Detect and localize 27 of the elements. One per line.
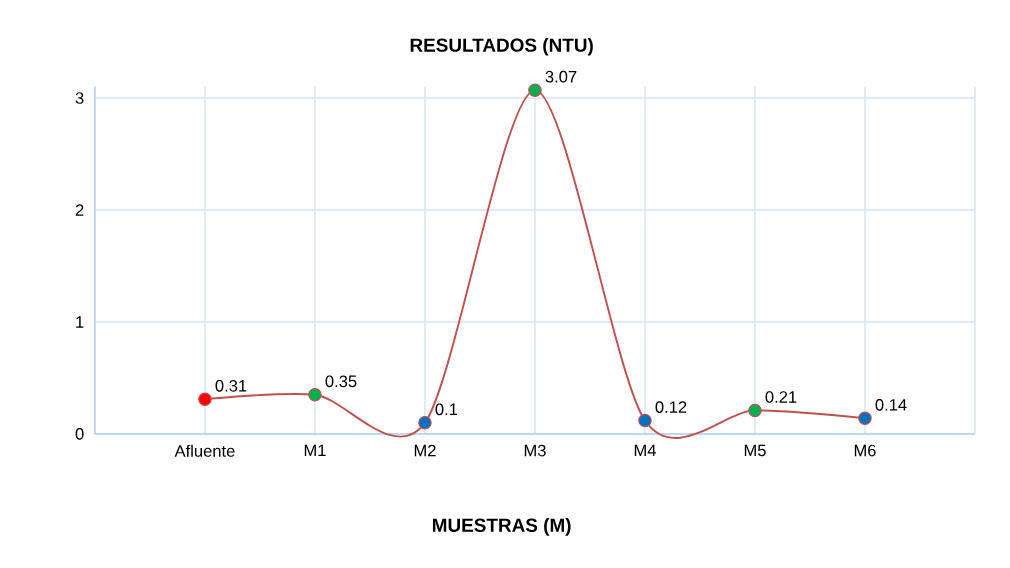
point: [308, 388, 322, 402]
data-label: 0.14: [875, 399, 907, 411]
y-tick-label: 2: [75, 204, 84, 216]
y-tick-label: 0: [75, 428, 84, 440]
x-tick-label: M6: [854, 444, 876, 457]
data-label: 0.1: [435, 403, 458, 416]
x-tick-label: M4: [634, 444, 656, 457]
data-label: 3.07: [545, 70, 577, 83]
x-tick-label: M2: [414, 444, 436, 457]
point: [858, 411, 872, 426]
point: [528, 83, 542, 97]
x-tick-label: M5: [744, 444, 766, 457]
x-tick-label: M3: [524, 444, 546, 457]
point: [198, 392, 212, 406]
x-axis-title: MUESTRAS (M): [432, 518, 571, 536]
y-tick-label: 1: [76, 316, 84, 328]
point: [638, 413, 652, 428]
x-tick-label: M1: [304, 444, 326, 457]
data-label: 0.21: [765, 391, 797, 403]
data-label: 0.12: [655, 401, 687, 413]
chart-title: RESULTADOS (NTU): [410, 37, 593, 56]
point: [418, 416, 432, 430]
point: [748, 403, 762, 418]
y-tick-label: 3: [75, 92, 84, 104]
x-tick-label: Afluente: [174, 444, 235, 457]
data-label: 0.31: [215, 379, 247, 392]
data-label: 0.35: [325, 375, 357, 388]
